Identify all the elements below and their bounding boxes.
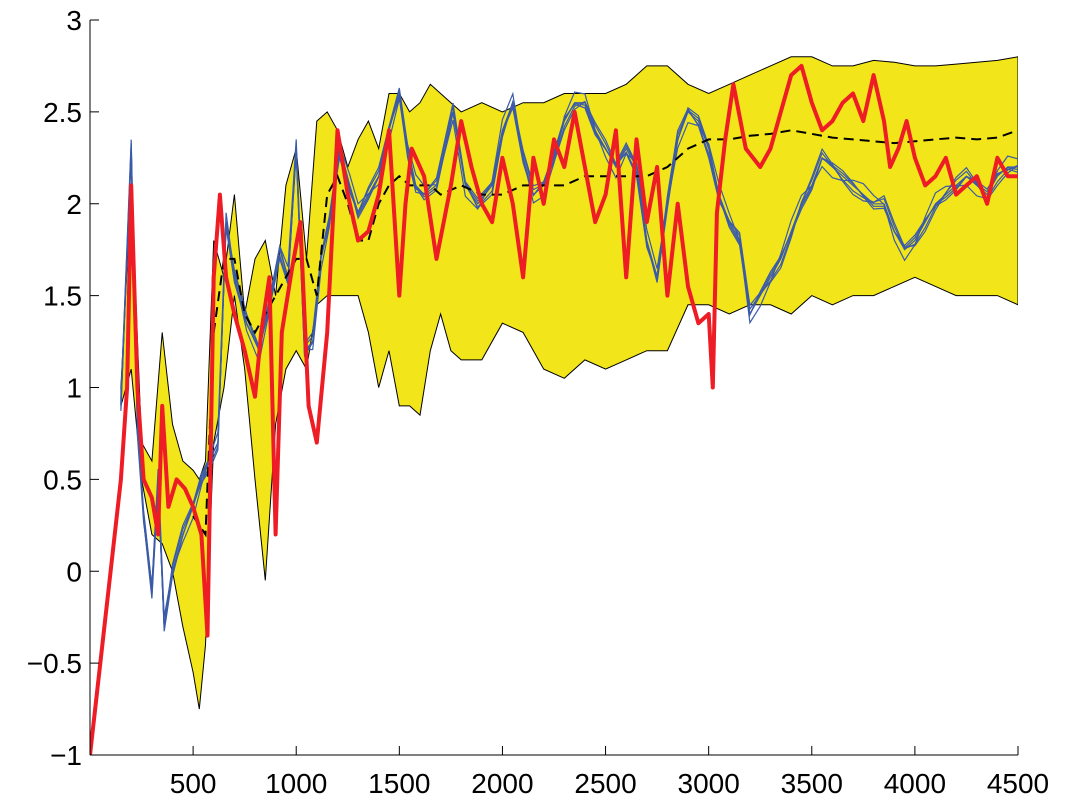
- x-tick-label: 4500: [987, 768, 1049, 799]
- x-tick-label: 1500: [368, 768, 430, 799]
- x-tick-label: 4000: [884, 768, 946, 799]
- x-tick-label: 3500: [781, 768, 843, 799]
- red-series-line: [90, 63, 1018, 755]
- blue-series-line: [120, 97, 1018, 627]
- x-tick-label: 1000: [265, 768, 327, 799]
- x-tick-label: 2500: [574, 768, 636, 799]
- dashed-series-line: [192, 129, 1018, 538]
- x-tick-label: 2000: [471, 768, 533, 799]
- y-tick-label: −0.5: [27, 648, 82, 679]
- y-tick-label: 0.5: [43, 464, 82, 495]
- y-tick-label: 0: [66, 556, 82, 587]
- y-tick-label: 2: [66, 189, 82, 220]
- x-tick-label: 3000: [678, 768, 740, 799]
- y-tick-label: 2.5: [43, 97, 82, 128]
- blue-series-line: [120, 90, 1018, 629]
- plot-area: [90, 56, 1018, 755]
- y-tick-label: −1: [50, 740, 82, 771]
- y-tick-label: 1: [66, 373, 82, 404]
- y-tick-label: 3: [66, 5, 82, 36]
- y-tick-label: 1.5: [43, 281, 82, 312]
- x-tick-label: 500: [170, 768, 217, 799]
